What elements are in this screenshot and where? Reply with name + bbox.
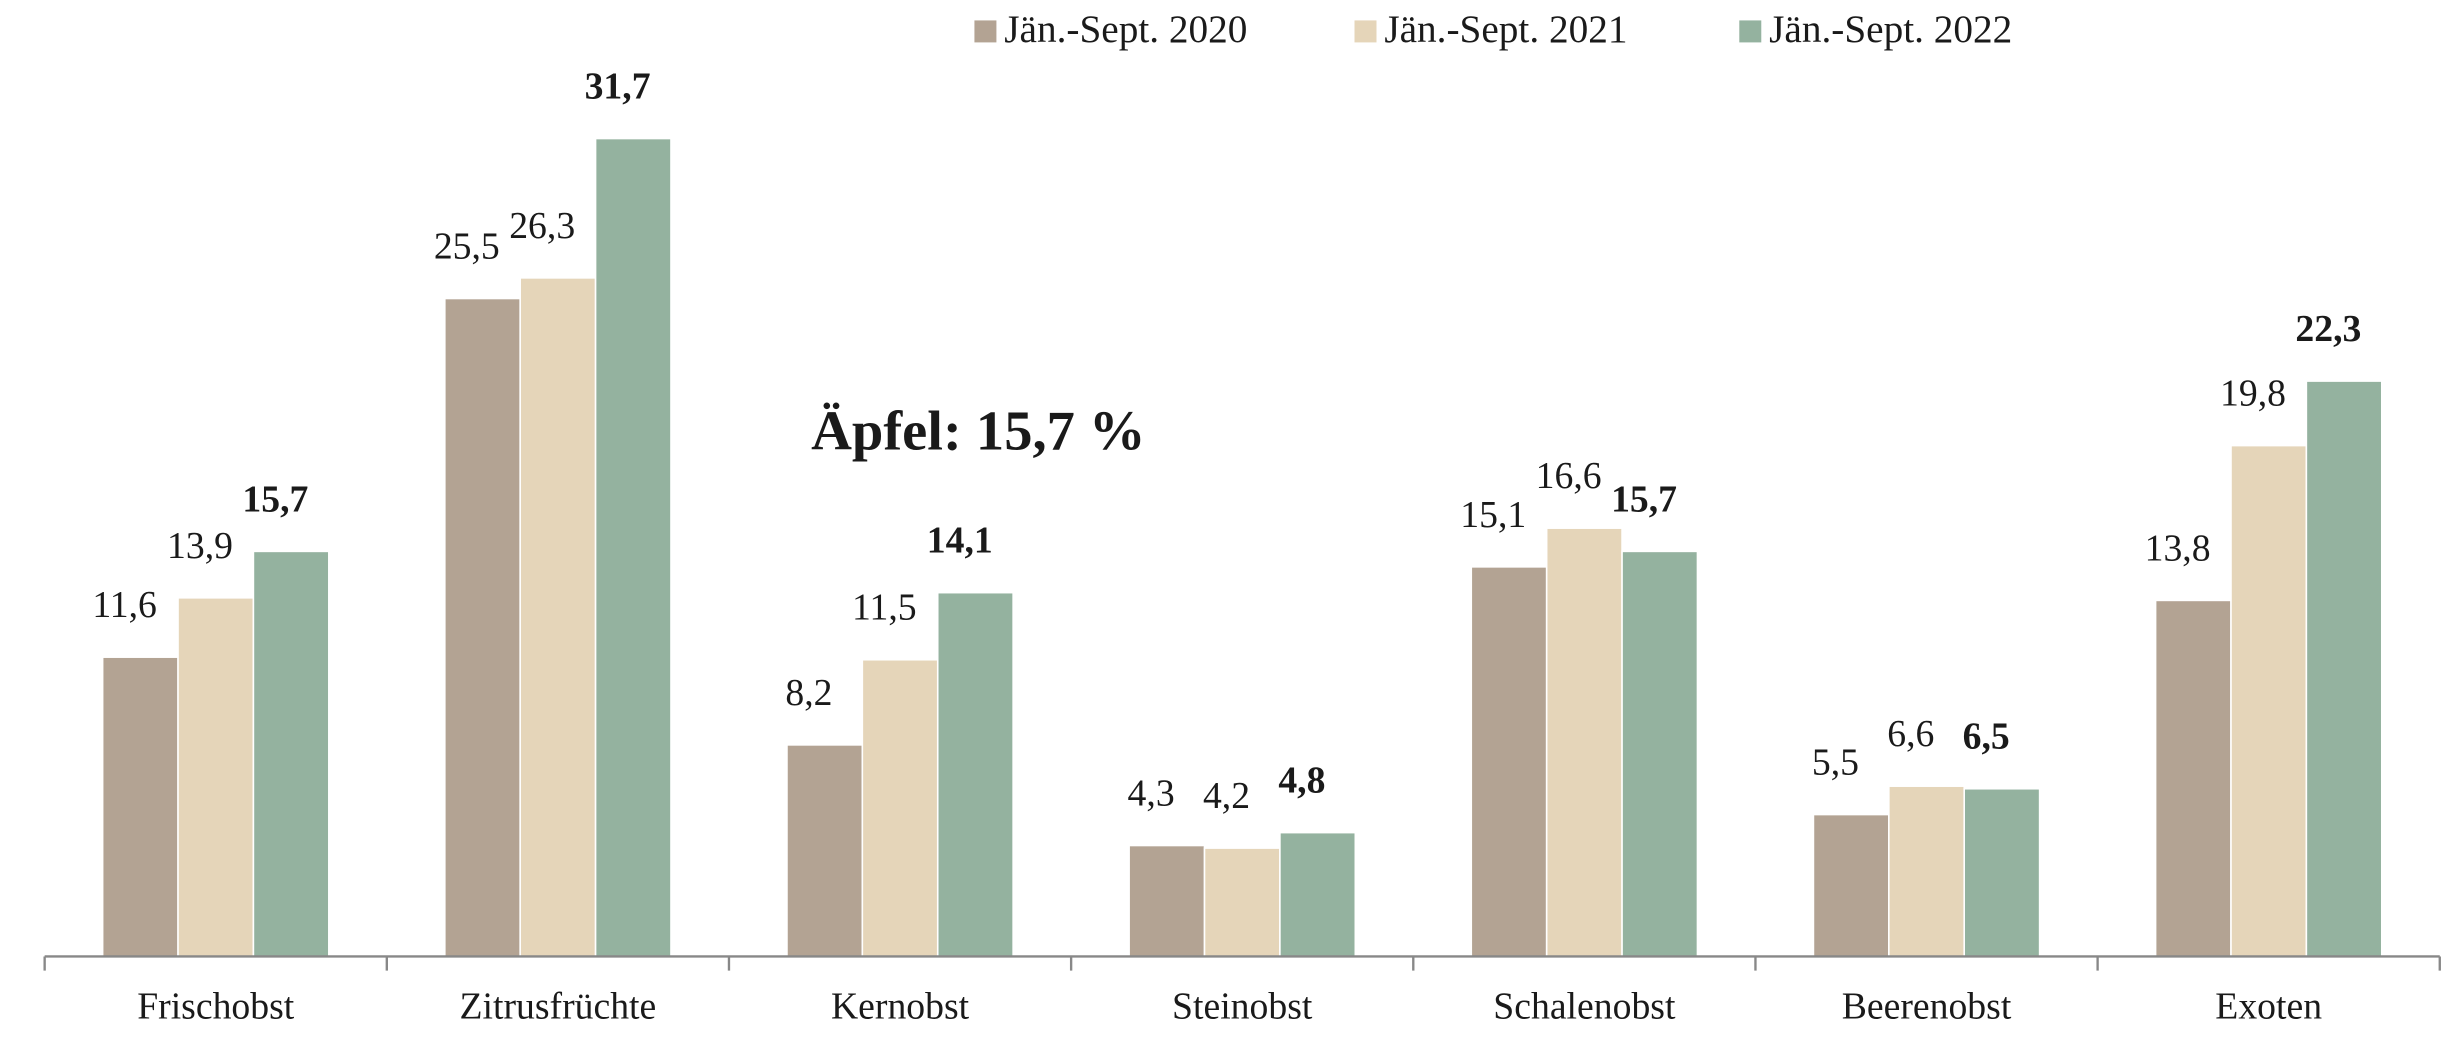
legend-label: Jän.-Sept. 2022 (1769, 8, 2012, 51)
x-tick-label: Kernobst (831, 986, 970, 1028)
bar (177, 597, 255, 958)
data-label: 13,8 (2145, 527, 2211, 569)
legend-label: Jän.-Sept. 2021 (1384, 8, 1627, 51)
bar (1545, 527, 1623, 958)
data-label: 15,7 (242, 478, 308, 520)
data-label: 13,9 (167, 525, 233, 567)
data-label: 15,1 (1460, 494, 1526, 536)
data-label: 15,7 (1611, 478, 1677, 520)
x-tick-label: Frischobst (137, 986, 295, 1028)
data-label: 25,5 (434, 225, 500, 267)
bar (519, 277, 597, 958)
legend-swatch (974, 20, 997, 43)
legend-label: Jän.-Sept. 2020 (1004, 8, 1247, 51)
data-label: 11,6 (92, 584, 157, 626)
data-label: 5,5 (1812, 742, 1859, 784)
data-label: 6,5 (1963, 716, 2010, 758)
x-tick-label: Zitrusfrüchte (460, 986, 657, 1028)
bar (936, 591, 1014, 958)
bar (444, 297, 521, 958)
legend-swatch (1739, 20, 1762, 43)
bar (1812, 813, 1890, 958)
bar (1888, 785, 1966, 958)
data-label: 4,8 (1278, 760, 1325, 802)
bar (1128, 844, 1206, 958)
bar (1203, 847, 1281, 958)
bar (1963, 787, 2041, 958)
data-label: 19,8 (2220, 373, 2286, 415)
data-label: 4,3 (1128, 772, 1175, 814)
legend-swatch (1354, 20, 1377, 43)
data-label: 6,6 (1887, 713, 1934, 755)
data-label: 8,2 (785, 672, 832, 714)
annotation: Äpfel: 15,7 % (811, 401, 1145, 463)
data-label: 16,6 (1536, 455, 1602, 497)
x-tick-label: Beerenobst (1842, 986, 2012, 1028)
x-tick-label: Schalenobst (1493, 986, 1676, 1028)
bar (2154, 599, 2232, 958)
bar (1621, 550, 1699, 958)
data-label: 22,3 (2295, 308, 2361, 350)
bar (786, 744, 864, 958)
data-label: 31,7 (585, 66, 651, 108)
bar (594, 137, 672, 958)
x-tick-label: Exoten (2215, 986, 2322, 1028)
bar (252, 550, 330, 958)
bar (1279, 831, 1357, 958)
bar (2305, 380, 2383, 958)
data-label: 26,3 (509, 205, 575, 247)
data-label: 4,2 (1203, 775, 1250, 817)
data-label: 14,1 (927, 520, 993, 562)
bar (2230, 444, 2308, 958)
x-tick-label: Steinobst (1172, 986, 1313, 1028)
bar (861, 658, 939, 958)
bar (101, 656, 179, 958)
bar (1470, 566, 1548, 958)
data-label: 11,5 (852, 587, 917, 629)
